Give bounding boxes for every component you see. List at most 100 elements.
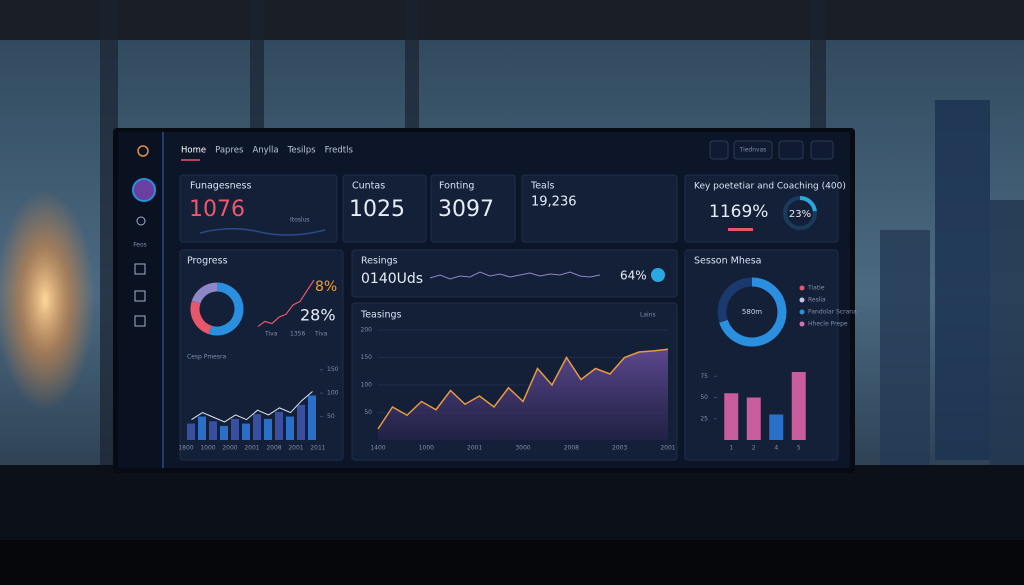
card-caption: Itoslus: [290, 217, 310, 224]
icon-button[interactable]: [778, 140, 804, 160]
bar: [198, 416, 206, 440]
session-charts: Tiatie Reslia Pandolar Scrana Hhecle Prepe 2…: [700, 277, 857, 452]
avatar[interactable]: [132, 178, 156, 202]
legend-label: Pandolar Scrana: [808, 309, 857, 316]
y-tick-label: 50: [364, 409, 372, 416]
button-label[interactable]: Tiednvas: [739, 147, 767, 154]
bar: [769, 414, 784, 440]
x-tick-label: 1000: [200, 445, 215, 452]
x-tick-label: 4: [774, 445, 778, 452]
x-tick-label: 2: [752, 445, 756, 452]
card-title: Sesson Mhesa: [694, 256, 761, 267]
card: [521, 174, 678, 243]
area-chart: 50 100 150 200 1400 1000 2001 3000 2008 2003 2001: [361, 327, 676, 452]
bar: [231, 418, 239, 440]
ring-progress: [799, 196, 817, 212]
nav-item[interactable]: Home: [181, 146, 206, 156]
button[interactable]: [733, 140, 773, 160]
x-tick-label: 2008: [564, 445, 579, 452]
stat: 8%: [315, 279, 337, 295]
donut-center: 580m: [742, 308, 762, 316]
donut-segment: [719, 277, 787, 347]
trend-label: 1356: [290, 331, 305, 338]
icon[interactable]: [136, 216, 146, 226]
x-tick-label: 1000: [419, 445, 434, 452]
sparkline: [429, 271, 601, 280]
stat: 28%: [300, 306, 336, 325]
icon-button[interactable]: [810, 140, 834, 160]
card-value: 1169%: [709, 202, 768, 222]
chart-title: Cesp Pmesra: [187, 354, 226, 361]
y-tick-label: 75: [700, 373, 708, 380]
legend-label: Reslia: [808, 297, 826, 304]
card: [342, 174, 427, 243]
accent-bar: [728, 228, 753, 231]
card: [179, 174, 338, 243]
x-tick-label: 2003: [612, 445, 627, 452]
building: [880, 230, 930, 470]
x-tick-label: 2001: [288, 445, 303, 452]
donut-segment: [191, 282, 218, 304]
donut-segment: [190, 300, 212, 335]
x-tick-label: 1400: [370, 445, 385, 452]
bar: [746, 397, 761, 440]
bar: [791, 372, 806, 440]
ceiling: [0, 0, 1024, 40]
y-tick-label: 50: [327, 413, 335, 420]
trend-label: Tiva: [264, 331, 278, 338]
nav-item[interactable]: Fredtls: [325, 146, 354, 156]
bar: [275, 411, 283, 440]
donut-segment: [717, 277, 753, 323]
card-value: 1076: [189, 197, 245, 222]
building: [990, 200, 1024, 470]
nav-item[interactable]: Anylla: [252, 146, 278, 156]
icon[interactable]: [134, 290, 146, 302]
legend-label: Hhecle Prepe: [808, 321, 848, 328]
card-title: Key poetetiar and Coaching (400): [694, 182, 846, 192]
card-title: Teals: [530, 181, 554, 192]
card-value: 3097: [438, 197, 494, 222]
area-line: [377, 348, 669, 430]
nav-item[interactable]: Papres: [215, 146, 244, 156]
trend-label: Tiva: [314, 331, 328, 338]
card: [684, 174, 839, 243]
x-tick-label: 1: [729, 445, 733, 452]
x-tick-label: 2000: [222, 445, 237, 452]
y-tick-label: 50: [700, 394, 708, 401]
ring-label: 23%: [789, 209, 811, 220]
y-tick-label: 25: [700, 415, 708, 422]
icon-button[interactable]: [709, 140, 729, 160]
bar-trend: [191, 391, 313, 423]
bar: [286, 416, 294, 440]
y-tick-label: 100: [361, 382, 373, 389]
bar: [724, 393, 739, 440]
logo: [137, 145, 149, 157]
icon[interactable]: [134, 315, 146, 327]
lamp-glow: [0, 190, 95, 410]
legend-swatch: [799, 309, 805, 315]
legend-swatch: [799, 321, 805, 327]
card-title: Fonting: [439, 181, 474, 192]
card-title: Cuntas: [352, 181, 385, 192]
building: [935, 100, 990, 460]
sidebar-label: Feos: [133, 242, 147, 249]
x-tick-label: 1800: [178, 445, 193, 452]
link[interactable]: Lains: [640, 312, 656, 319]
percent: 64%: [620, 269, 647, 283]
bar: [209, 421, 217, 440]
desk-edge: [0, 540, 1024, 585]
bar: [253, 414, 261, 440]
icon[interactable]: [134, 263, 146, 275]
check-icon[interactable]: [651, 268, 665, 282]
x-tick-label: 2008: [266, 445, 281, 452]
card: [430, 174, 516, 243]
x-tick-label: 5: [797, 445, 801, 452]
legend-swatch: [799, 285, 805, 291]
bar: [242, 423, 250, 440]
x-tick-label: 2001: [467, 445, 482, 452]
y-tick-label: 150: [361, 354, 373, 361]
window-frame: [405, 0, 419, 130]
nav-item[interactable]: Tesilps: [287, 146, 317, 156]
donut-segment: [208, 282, 244, 336]
legend-label: Tiatie: [807, 285, 825, 292]
